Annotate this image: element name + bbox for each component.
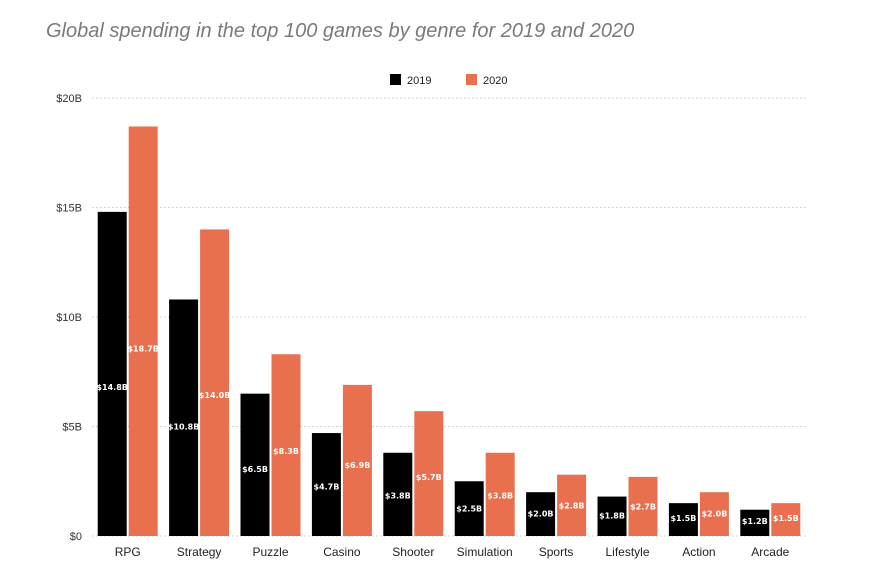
data-label: $6.9B [344,461,370,470]
y-tick-label: $15B [56,203,82,215]
data-label: $1.5B [773,514,799,523]
x-tick-label: Arcade [751,545,789,559]
bar-2020 [128,126,158,536]
bar-2020 [557,474,587,536]
data-label: $14.0B [199,391,230,400]
data-label: $2.0B [701,509,727,518]
legend-label: 2019 [407,75,431,87]
bar-2019 [311,433,341,536]
data-label: $1.5B [670,514,696,523]
x-tick-label: Casino [323,545,361,559]
x-tick-label: Strategy [177,545,222,559]
y-tick-label: $20B [56,93,82,105]
bar-2019 [454,481,484,536]
bar-2019 [97,211,127,536]
x-tick-label: Simulation [457,545,513,559]
bar-2020 [200,229,230,536]
data-label: $3.8B [385,492,411,501]
data-label: $4.7B [313,483,339,492]
legend-label: 2020 [483,75,507,87]
bar-2019 [526,492,556,536]
data-label: $1.8B [599,511,625,520]
x-tick-label: Puzzle [252,545,288,559]
data-label: $18.7B [127,345,158,354]
bar-2019 [169,299,199,536]
bar-2019 [383,452,413,536]
data-label: $1.2B [742,517,768,526]
data-label: $14.8B [96,383,127,392]
data-label: $2.5B [456,504,482,513]
bar-2020 [771,503,801,536]
y-tick-label: $10B [56,312,82,324]
data-label: $6.5B [242,465,268,474]
y-tick-label: $0 [70,531,82,543]
x-tick-label: RPG [115,545,141,559]
data-label: $2.7B [630,502,656,511]
x-tick-label: Action [682,545,715,559]
data-label: $5.7B [416,473,442,482]
legend-swatch-2020 [466,74,477,85]
x-tick-label: Sports [539,545,574,559]
data-label: $2.0B [528,509,554,518]
legend-swatch-2019 [390,74,401,85]
bar-2019 [740,509,770,536]
bar-2020 [485,452,515,536]
bar-2020 [628,476,658,536]
bar-2020 [271,354,301,536]
x-tick-label: Shooter [392,545,434,559]
data-label: $2.8B [559,501,585,510]
bar-2020 [414,411,444,536]
data-label: $3.8B [487,492,513,501]
chart-title: Global spending in the top 100 games by … [46,20,635,42]
bar-2019 [240,393,270,536]
bar-2019 [597,496,627,536]
x-tick-label: Lifestyle [605,545,649,559]
data-label: $8.3B [273,447,299,456]
data-label: $10.8B [168,423,199,432]
bar-2020 [342,384,372,536]
y-tick-label: $5B [62,422,82,434]
bar-2019 [668,503,698,536]
bar-2020 [699,492,729,536]
